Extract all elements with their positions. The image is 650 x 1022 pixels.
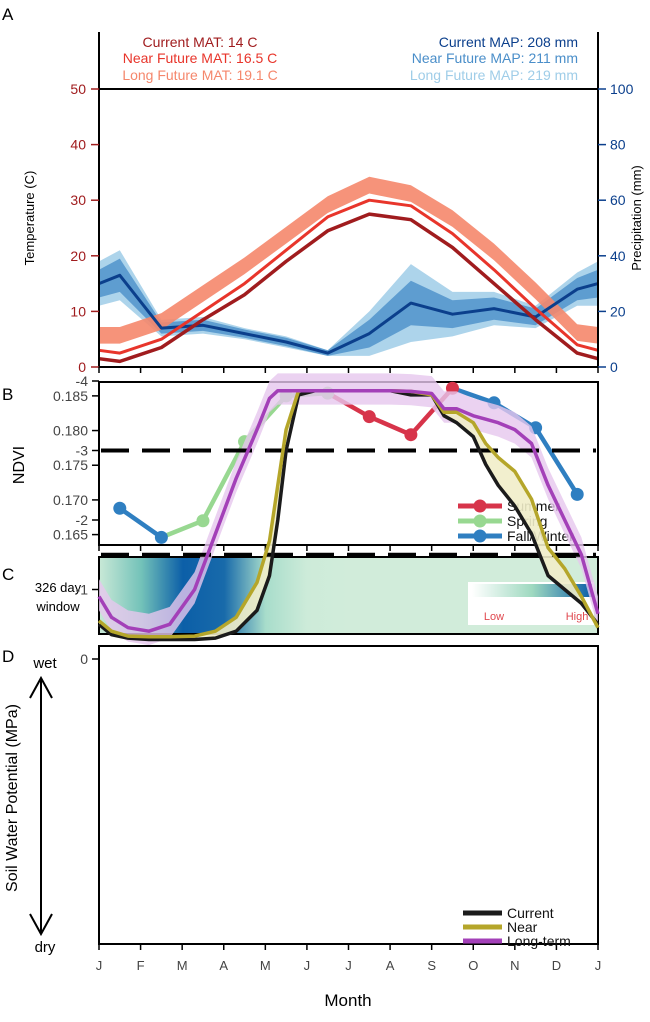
precipitation-tick-label: 40 (610, 248, 626, 264)
ndvi-segment (200, 439, 247, 523)
panel-label-d: D (2, 647, 14, 666)
long-term-spread-band (99, 373, 598, 646)
month-axis-label: Month (324, 991, 371, 1010)
panel-label-c: C (2, 565, 14, 584)
swp-tick-label: -4 (76, 373, 89, 389)
swp-long-term-line (97, 388, 600, 633)
swp-tick-label: -2 (76, 512, 89, 528)
x-tick-label: S (427, 958, 436, 973)
precipitation-tick-label: 80 (610, 137, 626, 153)
precipitation-tick-label: 100 (610, 81, 634, 97)
window-label-line2: window (35, 599, 80, 614)
x-tick-label: M (260, 958, 271, 973)
swp-wet-label: wet (32, 655, 57, 672)
ndvi-point-fallwinter (154, 530, 168, 544)
ndvi-legend-marker-spring (473, 514, 487, 528)
legend-current-mat: Current MAT: 14 C (143, 34, 258, 50)
temperature-axis-label: Temperature (C) (22, 171, 37, 266)
swp-tick-label: -3 (76, 443, 89, 459)
panel-label-a: A (2, 5, 14, 24)
mat-near-future-line (98, 198, 599, 355)
precipitation-tick-label: 0 (610, 359, 618, 375)
temperature-tick-label: 0 (78, 359, 86, 375)
swp-dry-label: dry (35, 939, 56, 956)
ndvi-tick-label: 0.175 (53, 457, 88, 473)
x-tick-label: J (96, 958, 103, 973)
panel-d-frame (98, 645, 599, 945)
wet-dry-arrow (29, 675, 53, 937)
x-tick-label: J (345, 958, 352, 973)
ndvi-legend-marker-fallwinter (473, 529, 487, 543)
panel-label-b: B (2, 385, 13, 404)
legend-near-map: Near Future MAP: 211 mm (412, 50, 578, 66)
window-label-line1: 326 day (35, 580, 82, 595)
swp-legend-label: Current (507, 905, 554, 921)
legend-long-map: Long Future MAP: 219 mm (410, 67, 578, 83)
heatmap-legend-low: Low (484, 611, 504, 623)
ndvi-point-fallwinter (113, 501, 127, 515)
ndvi-point-summer (362, 410, 376, 424)
panel-c-window: 326 day window Low High (35, 556, 599, 635)
ndvi-tick-label: 0.180 (53, 423, 88, 439)
ndvi-tick-label: 0.170 (53, 492, 88, 508)
swp-tick-label: -1 (76, 582, 89, 598)
ndvi-point-spring (196, 514, 210, 528)
ndvi-point-fallwinter (570, 487, 584, 501)
x-tick-label: A (219, 958, 228, 973)
x-tick-label: F (137, 958, 145, 973)
legend-current-map: Current MAP: 208 mm (439, 34, 578, 50)
legend-long-mat: Long Future MAT: 19.1 C (122, 67, 277, 83)
x-tick-label: O (468, 958, 478, 973)
x-tick-label: M (177, 958, 188, 973)
panel-d-soil-water: 0 -1 -2 -3 -4 J F M A M J J A S O N D J Soil Water Potent… (4, 373, 601, 1010)
temperature-tick-label: 10 (70, 303, 86, 319)
swp-legend-label: Near (507, 919, 538, 935)
ndvi-segment (533, 425, 580, 497)
precipitation-axis-label: Precipitation (mm) (629, 165, 644, 270)
ndvi-segment (367, 414, 414, 437)
temperature-tick-label: 20 (70, 248, 86, 264)
precipitation-tick-label: 60 (610, 192, 626, 208)
swp-legend-label: Long-term (507, 933, 571, 949)
ndvi-axis-label: NDVI (11, 446, 28, 484)
x-tick-label: N (510, 958, 519, 973)
precipitation-tick-label: 20 (610, 303, 626, 319)
ndvi-segment (450, 385, 497, 406)
x-tick-label: D (552, 958, 561, 973)
ndvi-legend-marker-summer (473, 499, 487, 513)
mat-long-future-band (99, 176, 598, 344)
ndvi-tick-label: 0.185 (53, 388, 88, 404)
mat-current-line (98, 212, 599, 364)
heatmap-legend-high: High (566, 611, 589, 623)
ndvi-segment (117, 505, 164, 540)
x-tick-label: J (304, 958, 311, 973)
swp-tick-label: 0 (80, 651, 88, 667)
x-tick-label: A (386, 958, 395, 973)
swp-axis-label: Soil Water Potential (MPa) (4, 704, 21, 892)
temperature-tick-label: 40 (70, 137, 86, 153)
temperature-tick-label: 50 (70, 81, 86, 97)
legend-near-mat: Near Future MAT: 16.5 C (123, 50, 278, 66)
ndvi-point-summer (404, 428, 418, 442)
x-tick-label: J (595, 958, 602, 973)
ndvi-tick-label: 0.165 (53, 527, 88, 543)
temperature-tick-label: 30 (70, 192, 86, 208)
ndvi-segment (159, 518, 206, 540)
map-near-future-band (99, 258, 598, 356)
